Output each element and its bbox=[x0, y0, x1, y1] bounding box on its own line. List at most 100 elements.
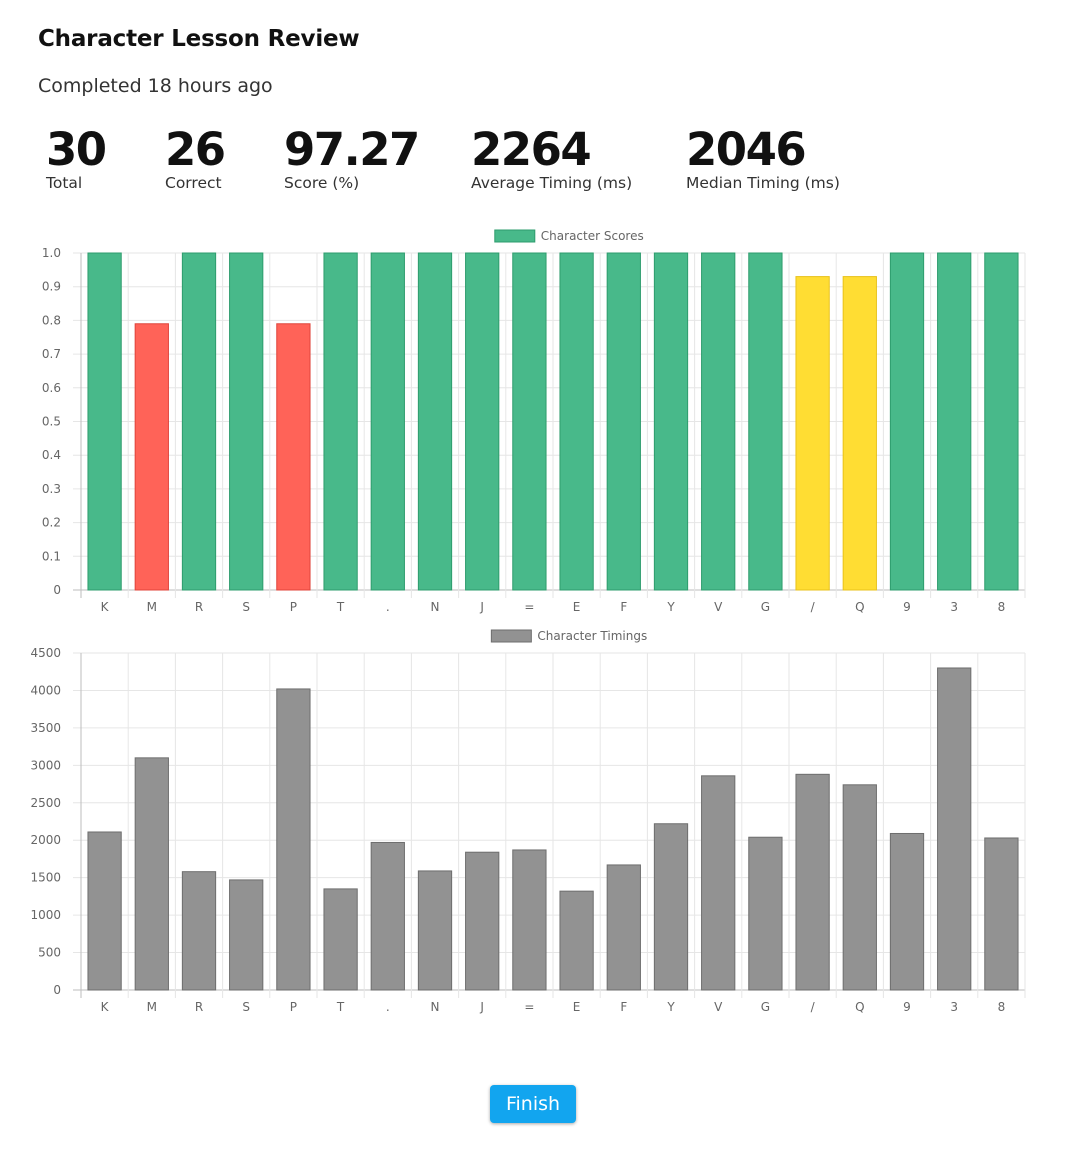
x-tick-label: J bbox=[479, 1000, 484, 1014]
x-tick-label: = bbox=[524, 1000, 534, 1014]
bar-= bbox=[512, 849, 547, 991]
page-title: Character Lesson Review bbox=[38, 26, 360, 52]
timings-chart-svg: Character Timings 0 500 1000 1500 2000 2500 300… bbox=[30, 629, 1026, 1014]
completion-subtitle: Completed 18 hours ago bbox=[38, 75, 273, 97]
bar-J bbox=[465, 252, 500, 591]
y-tick-label: 0.6 bbox=[42, 381, 61, 395]
x-tick-label: P bbox=[290, 1000, 297, 1014]
stat-median-timing: 2046 Median Timing (ms) bbox=[686, 123, 840, 193]
stat-value: 97.27 bbox=[284, 123, 420, 176]
x-tick-label: S bbox=[242, 600, 250, 614]
x-tick-label: T bbox=[336, 1000, 345, 1014]
bar-R bbox=[181, 252, 217, 591]
x-tick-label: P bbox=[290, 600, 297, 614]
x-tick-label: J bbox=[479, 600, 484, 614]
timings-chart: Character Timings 0 500 1000 1500 2000 2500 300… bbox=[0, 622, 1087, 1022]
bar-E bbox=[559, 252, 594, 591]
bar-K bbox=[87, 252, 122, 591]
x-tick-label: 3 bbox=[950, 600, 958, 614]
bar-N bbox=[417, 870, 453, 991]
x-tick-label: F bbox=[620, 600, 627, 614]
x-tick-label: 8 bbox=[998, 1000, 1006, 1014]
x-tick-label: Q bbox=[855, 600, 864, 614]
stat-value: 2046 bbox=[686, 123, 807, 176]
bar-J bbox=[465, 851, 500, 991]
stat-label: Average Timing (ms) bbox=[471, 174, 633, 192]
bar-= bbox=[512, 252, 547, 591]
legend-label: Character Scores bbox=[541, 229, 644, 243]
stat-score: 97.27 Score (%) bbox=[284, 123, 420, 193]
y-tick-label: 2000 bbox=[30, 833, 61, 847]
x-tick-label: V bbox=[714, 600, 723, 614]
bar-S bbox=[229, 879, 264, 991]
bar-M bbox=[134, 323, 169, 591]
bar-V bbox=[701, 775, 736, 991]
x-tick-label: M bbox=[147, 1000, 157, 1014]
x-tick-label: G bbox=[761, 600, 770, 614]
y-tick-label: 0.3 bbox=[42, 482, 61, 496]
bar-M bbox=[134, 757, 169, 991]
bar-Y bbox=[653, 823, 689, 991]
bar-P bbox=[276, 688, 311, 991]
bar-R bbox=[181, 871, 217, 991]
bar-8 bbox=[984, 252, 1019, 591]
bar-S bbox=[229, 252, 264, 591]
x-tick-label: Y bbox=[666, 600, 675, 614]
stat-value: 2264 bbox=[471, 123, 592, 176]
y-tick-label: 1500 bbox=[30, 871, 61, 885]
y-tick-label: 3500 bbox=[30, 721, 61, 735]
stat-label: Median Timing (ms) bbox=[686, 174, 840, 192]
bar-3 bbox=[937, 667, 972, 991]
bar-N bbox=[417, 252, 453, 591]
y-tick-label: 500 bbox=[38, 946, 61, 960]
bar-F bbox=[606, 864, 641, 991]
y-tick-label: 3000 bbox=[30, 758, 61, 772]
y-tick-label: 0.9 bbox=[42, 280, 61, 294]
y-tick-label: 4000 bbox=[30, 683, 61, 697]
x-tick-label: K bbox=[101, 600, 110, 614]
bar-P bbox=[276, 323, 311, 591]
y-tick-label: 0.8 bbox=[42, 313, 61, 327]
y-tick-label: 0.1 bbox=[42, 549, 61, 563]
x-tick-label: E bbox=[573, 600, 581, 614]
y-tick-label: 0.4 bbox=[42, 448, 61, 462]
bar-T bbox=[323, 252, 358, 591]
bar-/ bbox=[795, 276, 830, 591]
x-tick-label: . bbox=[386, 600, 390, 614]
x-tick-label: R bbox=[195, 1000, 203, 1014]
y-tick-label: 1.0 bbox=[42, 246, 61, 260]
x-tick-label: E bbox=[573, 1000, 581, 1014]
x-tick-label: N bbox=[431, 600, 440, 614]
x-tick-label: T bbox=[336, 600, 345, 614]
x-tick-label: Q bbox=[855, 1000, 864, 1014]
y-tick-label: 4500 bbox=[30, 646, 61, 660]
bar-G bbox=[748, 252, 783, 591]
legend-label: Character Timings bbox=[537, 629, 647, 643]
stat-value: 26 bbox=[165, 123, 226, 176]
x-tick-label: 9 bbox=[903, 1000, 911, 1014]
bar-F bbox=[606, 252, 641, 591]
stat-correct: 26 Correct bbox=[165, 123, 226, 193]
x-tick-label: F bbox=[620, 1000, 627, 1014]
x-tick-label: S bbox=[242, 1000, 250, 1014]
x-tick-label: 9 bbox=[903, 600, 911, 614]
x-tick-label: 8 bbox=[998, 600, 1006, 614]
bar-K bbox=[87, 831, 122, 991]
bar-9 bbox=[889, 832, 925, 991]
finish-button[interactable]: Finish bbox=[490, 1085, 576, 1123]
stat-label: Total bbox=[46, 174, 83, 192]
bar-/ bbox=[795, 773, 830, 991]
bar-8 bbox=[984, 837, 1019, 991]
scores-chart-svg: Character Scores 0 0.1 0.2 0.3 0.4 0.5 0.6 0.7 0.… bbox=[42, 229, 1026, 614]
y-tick-label: 1000 bbox=[30, 908, 61, 922]
bar-T bbox=[323, 888, 358, 991]
x-tick-label: N bbox=[431, 1000, 440, 1014]
y-tick-label: 0.7 bbox=[42, 347, 61, 361]
scores-chart: Character Scores 0 0.1 0.2 0.3 0.4 0.5 0.6 0.7 0.… bbox=[0, 222, 1087, 622]
y-tick-label: 0.5 bbox=[42, 415, 61, 429]
x-tick-label: M bbox=[147, 600, 157, 614]
legend-swatch bbox=[490, 629, 532, 643]
bar-V bbox=[701, 252, 736, 591]
x-tick-label: Y bbox=[666, 1000, 675, 1014]
bar-Y bbox=[653, 252, 689, 591]
